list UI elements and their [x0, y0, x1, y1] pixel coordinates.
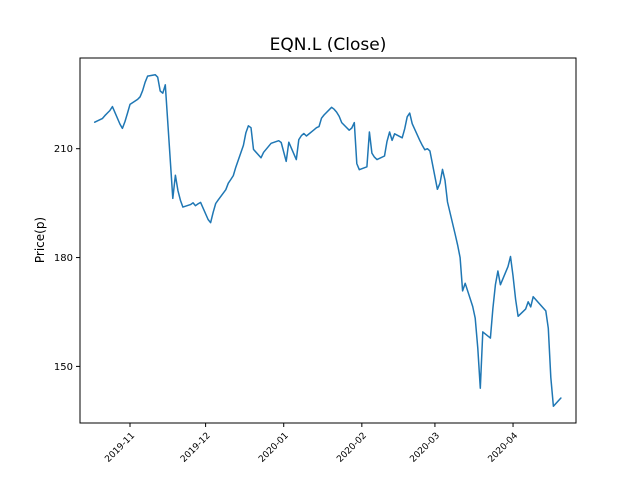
x-axis-ticks: 2019-11 2019-12 2020-01 2020-02 2020-03 2020-… — [103, 423, 520, 465]
x-tick-label: 2020-03 — [408, 431, 442, 465]
y-tick-label: 210 — [54, 144, 73, 155]
x-tick-label: 2020-01 — [257, 431, 291, 465]
y-tick-label: 180 — [54, 253, 73, 264]
axes-border — [79, 57, 577, 424]
y-axis-ticks: 150 180 210 — [54, 144, 80, 373]
y-axis-label: Price(p) — [33, 217, 47, 263]
x-tick-label: 2019-11 — [103, 431, 137, 465]
x-tick-label: 2019-12 — [179, 431, 213, 465]
x-tick-label: 2020-04 — [486, 431, 520, 465]
price-line — [93, 73, 562, 408]
chart-title: EQN.L (Close) — [270, 35, 387, 55]
x-tick-label: 2020-02 — [335, 431, 369, 465]
y-tick-label: 150 — [54, 362, 73, 373]
